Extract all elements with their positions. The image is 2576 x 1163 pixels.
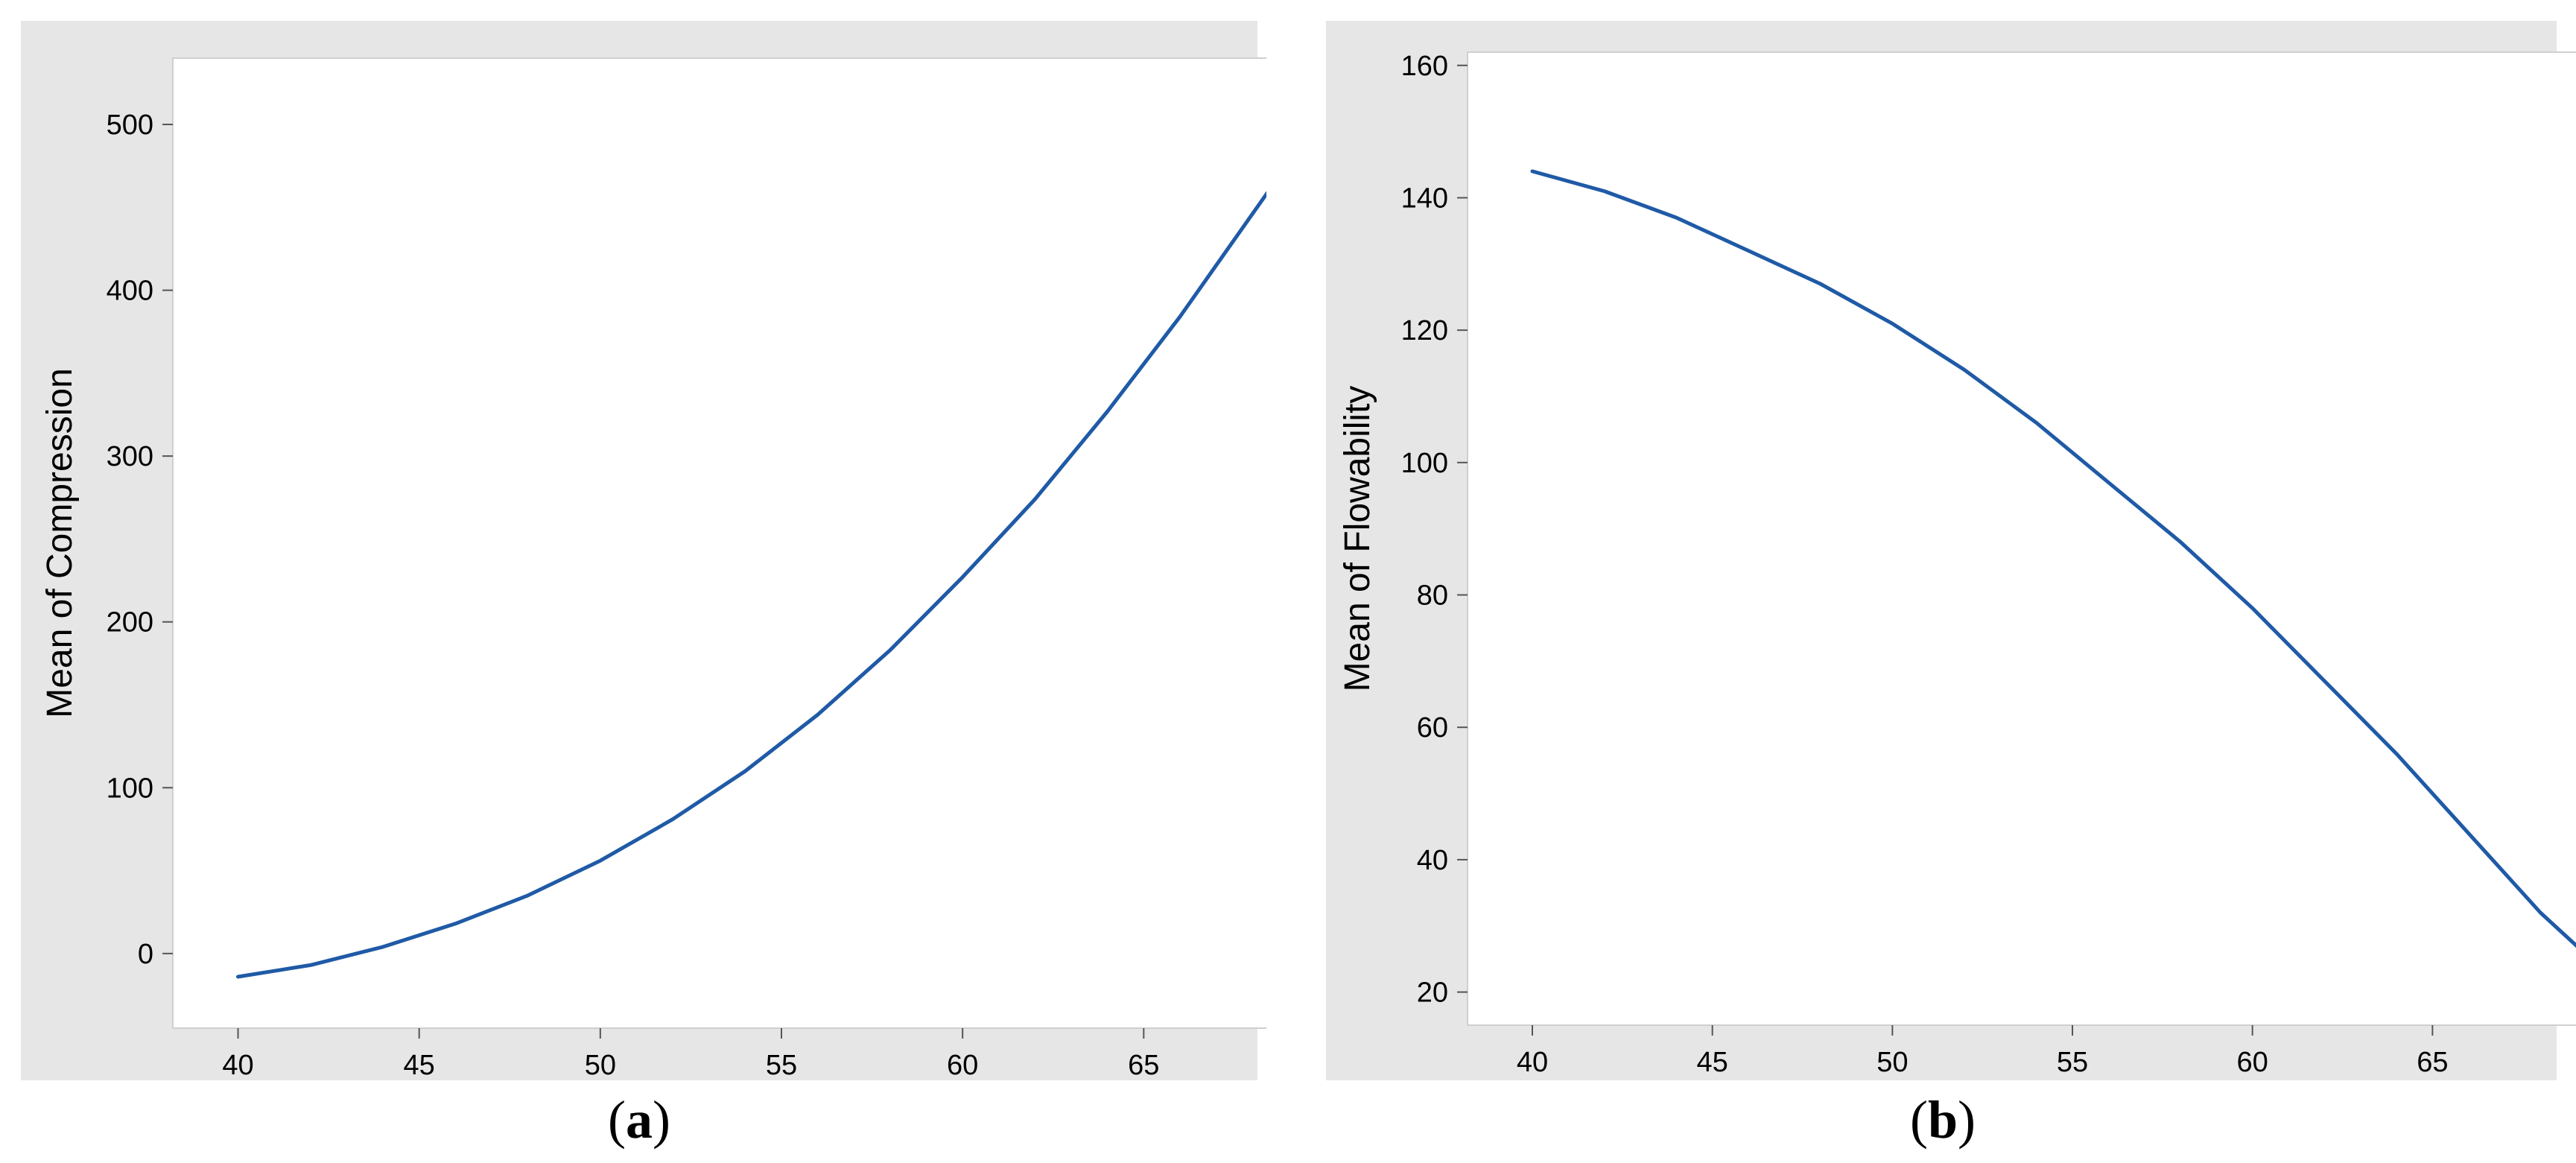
chart-b-plot-area [1467, 51, 2576, 1026]
chart-a-x-axis-label: R(RG) [734, 1087, 828, 1088]
chart-a-x-tick-label: 60 [947, 1050, 978, 1081]
chart-b-x-tick-label: 45 [1697, 1047, 1728, 1078]
chart-a-y-tick-label: 300 [107, 441, 153, 472]
chart-panel-a: 404550556065700100200300400500R(RG)Mean … [0, 0, 1391, 1124]
chart-b-x-tick-label: 50 [1877, 1047, 1908, 1078]
chart-a-y-tick-label: 100 [107, 773, 153, 804]
chart-b-y-tick-label: 60 [1417, 712, 1448, 744]
chart-b-x-axis-label: R(RG) [2025, 1084, 2119, 1088]
chart-b-y-tick-label: 140 [1401, 183, 1448, 214]
chart-b-svg: 4045505560657020406080100120140160R(RG)M… [1326, 21, 2576, 1121]
chart-a-svg: 404550556065700100200300400500R(RG)Mean … [21, 21, 1391, 1124]
chart-b-y-tick-label: 100 [1401, 448, 1448, 479]
chart-b-y-tick-label: 20 [1417, 977, 1448, 1009]
chart-b-y-tick-label: 40 [1417, 845, 1448, 876]
chart-a-x-tick-label: 65 [1128, 1050, 1159, 1081]
chart-a-series-line [236, 109, 1327, 979]
chart-a-plot-area [172, 57, 1391, 1029]
chart-a-x-tick-label: 50 [585, 1050, 616, 1081]
chart-b-x-tick-label: 40 [1517, 1047, 1548, 1078]
chart-b-series-line [1530, 169, 2576, 948]
chart-a-x-tick-label: 55 [766, 1050, 797, 1081]
chart-b-y-tick-label: 80 [1417, 580, 1448, 612]
caption-b: (b) [1909, 1090, 1976, 1150]
chart-b-x-tick-label: 55 [2057, 1047, 2088, 1078]
chart-b-y-tick-label: 120 [1401, 315, 1448, 346]
chart-a-x-tick-label: 40 [222, 1050, 253, 1081]
chart-a-y-tick-label: 200 [107, 607, 153, 638]
chart-a-y-axis-label: Mean of Compression [40, 368, 80, 718]
caption-a: (a) [608, 1090, 670, 1150]
chart-panel-b: 4045505560657020406080100120140160R(RG)M… [1325, 0, 2576, 1121]
chart-b-y-axis-label: Mean of Flowability [1338, 386, 1377, 692]
chart-a-y-tick-label: 0 [138, 939, 153, 970]
chart-a-y-tick-label: 400 [107, 276, 153, 307]
chart-a-y-tick-label: 500 [107, 110, 153, 141]
chart-b-y-tick-label: 160 [1401, 51, 1448, 82]
chart-b-x-tick-label: 65 [2417, 1047, 2448, 1078]
chart-a-x-tick-label: 45 [404, 1050, 435, 1081]
chart-b-x-tick-label: 60 [2237, 1047, 2268, 1078]
